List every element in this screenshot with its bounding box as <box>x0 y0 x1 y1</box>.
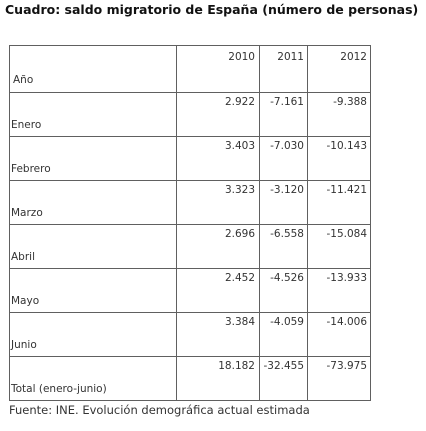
year-2011: 2011 <box>277 51 304 63</box>
rule <box>9 45 371 46</box>
cell: -11.421 <box>326 184 367 196</box>
cell: -7.161 <box>270 96 304 108</box>
cell: 2.452 <box>224 272 255 284</box>
rule <box>9 400 371 401</box>
cell: -3.120 <box>270 184 304 196</box>
year-2010: 2010 <box>228 51 255 63</box>
rule <box>9 224 371 225</box>
rule <box>370 45 371 401</box>
cell: 2.696 <box>224 228 255 240</box>
cell: -6.558 <box>270 228 304 240</box>
cell: -10.143 <box>326 140 367 152</box>
cell: 3.384 <box>224 316 255 328</box>
row-label: Abril <box>11 251 35 263</box>
row-label: Enero <box>11 119 42 131</box>
rule <box>9 180 371 181</box>
year-2012: 2012 <box>340 51 367 63</box>
rule <box>9 136 371 137</box>
cell: 3.323 <box>224 184 255 196</box>
table-caption: Cuadro: saldo migratorio de España (núme… <box>5 2 419 17</box>
rule <box>259 45 260 401</box>
cell: -7.030 <box>270 140 304 152</box>
cell: -13.933 <box>326 272 367 284</box>
rule <box>9 268 371 269</box>
cell: -4.059 <box>270 316 304 328</box>
cell: -15.084 <box>326 228 367 240</box>
rule <box>9 312 371 313</box>
rule <box>9 356 371 357</box>
header-label: Año <box>13 74 34 86</box>
cell: 2.922 <box>224 96 255 108</box>
rule <box>9 45 10 401</box>
row-label: Total (enero-junio) <box>11 383 107 395</box>
cell: -32.455 <box>263 360 304 372</box>
row-label: Marzo <box>11 207 43 219</box>
row-label: Mayo <box>11 295 40 307</box>
cell: 18.182 <box>218 360 255 372</box>
rule <box>9 92 371 93</box>
cell: -9.388 <box>333 96 367 108</box>
row-label: Junio <box>11 339 37 351</box>
rule <box>176 45 177 401</box>
cell: -14.006 <box>326 316 367 328</box>
cell: -73.975 <box>326 360 367 372</box>
cell: -4.526 <box>270 272 304 284</box>
cell: 3.403 <box>224 140 255 152</box>
rule <box>307 45 308 401</box>
source-note: Fuente: INE. Evolución demográfica actua… <box>9 403 310 417</box>
row-label: Febrero <box>11 163 51 175</box>
